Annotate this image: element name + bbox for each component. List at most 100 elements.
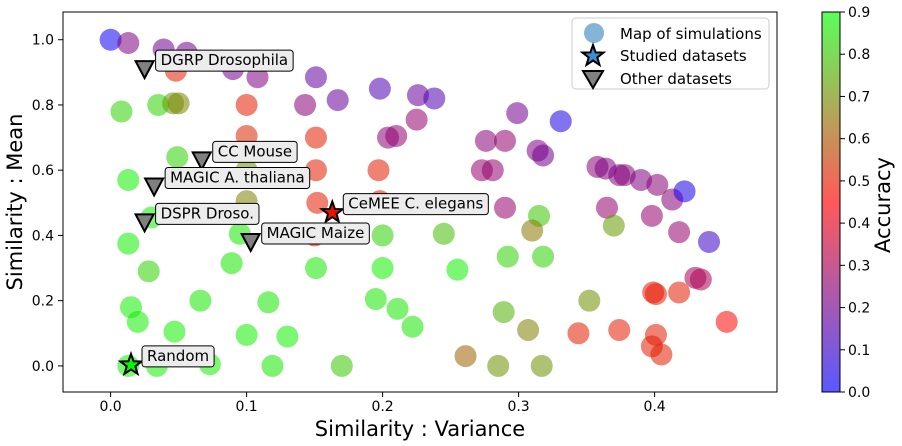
- colorbar-tick-label: 0.1: [848, 343, 870, 359]
- simulation-point: [167, 92, 190, 115]
- colorbar-label: Accuracy: [871, 157, 895, 253]
- dataset-annotation: MAGIC A. thaliana: [164, 167, 311, 190]
- dataset-annotation-label: DGRP Drosophila: [161, 51, 289, 69]
- simulation-point: [668, 281, 691, 304]
- simulation-point: [521, 219, 544, 242]
- simulation-point: [492, 301, 515, 324]
- colorbar-gradient: [821, 11, 841, 393]
- dataset-annotation-box: [164, 167, 311, 190]
- dataset-annotation: DGRP Drosophila: [155, 49, 294, 72]
- colorbar-tick-label: 0.5: [848, 174, 870, 190]
- y-tick-label: 0.6: [32, 163, 54, 179]
- dataset-annotation: CeMEE C. elegans: [342, 193, 489, 216]
- simulation-point: [530, 354, 553, 377]
- studied-dataset-marker: [117, 350, 145, 377]
- colorbar-ticks: 0.0 0.1 0.2 0.3 0.4 0.5 0.6 0.7 0.8 0.9: [840, 5, 870, 401]
- studied-dataset-markers: [117, 198, 346, 377]
- y-tick-label: 0.8: [32, 98, 54, 114]
- simulation-point: [494, 196, 516, 219]
- simulation-point: [117, 232, 140, 255]
- simulation-point: [326, 89, 349, 112]
- x-axis-label: Similarity : Variance: [315, 417, 525, 441]
- simulation-point: [474, 129, 497, 152]
- simulation-points: [99, 28, 738, 377]
- simulation-point: [481, 159, 504, 182]
- y-tick-label: 1.0: [32, 33, 54, 49]
- simulation-point: [406, 84, 429, 107]
- simulation-point: [364, 288, 387, 311]
- simulation-point: [668, 221, 691, 244]
- colorbar-tick-label: 0.7: [848, 89, 870, 105]
- dataset-annotation-label: MAGIC A. thaliana: [170, 169, 305, 187]
- legend-frame: [571, 17, 770, 90]
- simulation-point: [715, 310, 738, 333]
- dataset-annotations: DGRP Drosophila CC Mouse MAGIC A. thaliana…: [141, 49, 489, 368]
- y-tick-label: 0.4: [32, 228, 54, 244]
- simulation-point: [257, 291, 280, 314]
- simulation-point: [276, 325, 299, 348]
- simulation-point: [99, 28, 122, 51]
- other-dataset-marker: [133, 213, 156, 234]
- simulation-point: [549, 110, 572, 133]
- simulation-point: [189, 289, 212, 312]
- studied-dataset-marker: [318, 198, 346, 224]
- simulation-point: [261, 354, 284, 377]
- dataset-annotation-box: [141, 345, 215, 368]
- simulation-point: [446, 258, 469, 281]
- dataset-annotation: DSPR Droso.: [155, 202, 260, 225]
- simulation-point: [385, 124, 408, 147]
- colorbar-tick-label: 0.4: [848, 216, 870, 232]
- simulation-point: [608, 319, 631, 342]
- simulation-point: [496, 245, 519, 268]
- simulation-point: [644, 283, 667, 306]
- y-tick-label: 0.0: [32, 359, 54, 375]
- x-axis-ticks: 0.0 0.1 0.2 0.3 0.4: [99, 392, 666, 415]
- other-dataset-marker: [133, 60, 156, 81]
- simulation-point: [117, 168, 140, 191]
- simulation-point: [401, 315, 424, 338]
- x-tick-label: 0.0: [99, 399, 121, 415]
- legend-label-studied: Studied datasets: [620, 47, 747, 65]
- simulation-point: [567, 322, 590, 345]
- simulation-point: [650, 343, 673, 366]
- simulation-point: [235, 323, 258, 346]
- simulation-point: [689, 268, 712, 291]
- simulation-point: [646, 173, 669, 196]
- simulation-point: [235, 93, 258, 116]
- simulation-point: [578, 289, 601, 312]
- dataset-annotation: MAGIC Maize: [261, 222, 370, 245]
- simulation-point: [117, 31, 140, 54]
- simulation-point: [126, 310, 149, 333]
- simulation-point: [371, 224, 394, 247]
- dataset-annotation-label: MAGIC Maize: [267, 224, 365, 242]
- colorbar-tick-label: 0.2: [848, 301, 870, 317]
- colorbar-tick-label: 0.9: [848, 5, 870, 21]
- y-axis-ticks: 0.0 0.2 0.4 0.6 0.8 1.0: [32, 33, 63, 375]
- x-tick-label: 0.4: [643, 399, 665, 415]
- simulation-point: [163, 320, 186, 343]
- dataset-annotation-box: [155, 202, 260, 225]
- simulation-point: [596, 196, 618, 219]
- simulation-point: [220, 252, 243, 275]
- simulation-point: [110, 100, 133, 123]
- simulation-point: [386, 297, 409, 320]
- simulation-point: [432, 222, 455, 245]
- dataset-annotation-label: CC Mouse: [218, 142, 292, 160]
- dataset-annotation-label: DSPR Droso.: [161, 204, 254, 222]
- simulation-point: [304, 126, 327, 149]
- simulation-point: [368, 77, 391, 100]
- simulation-point: [304, 159, 327, 182]
- simulation-point: [698, 230, 720, 253]
- simulation-point: [137, 260, 160, 283]
- y-axis-label: Similarity : Mean: [3, 114, 27, 291]
- legend-label-other: Other datasets: [620, 70, 732, 88]
- simulation-point: [304, 257, 327, 280]
- simulation-point: [367, 159, 390, 182]
- x-tick-label: 0.2: [371, 399, 393, 415]
- simulation-point: [532, 245, 555, 268]
- simulation-point: [454, 345, 477, 368]
- dataset-annotation-label: Random: [147, 347, 209, 365]
- plot-frame: [62, 11, 778, 393]
- legend-triangle-icon: [581, 70, 605, 90]
